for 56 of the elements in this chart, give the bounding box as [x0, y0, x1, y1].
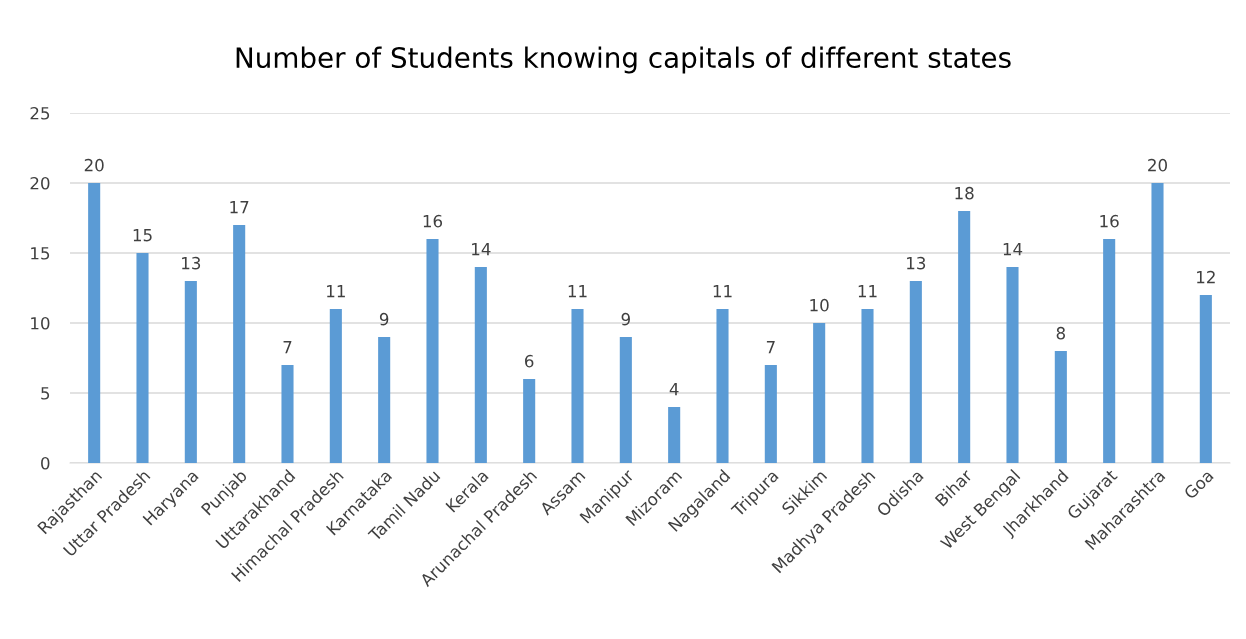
data-label: 18 — [955, 186, 974, 200]
data-label: 20 — [1148, 158, 1167, 172]
data-label: 7 — [283, 341, 292, 354]
bar — [909, 281, 922, 463]
data-label: 14 — [1003, 243, 1023, 256]
bar — [619, 337, 632, 463]
data-label: 17 — [230, 201, 249, 214]
bar — [571, 309, 584, 463]
bar — [1006, 267, 1019, 463]
data-label: 9 — [379, 312, 389, 326]
bar — [668, 407, 681, 463]
data-label: 11 — [713, 285, 732, 298]
data-label: 7 — [766, 341, 775, 354]
bar — [88, 183, 101, 463]
bar — [764, 365, 777, 463]
data-label: 8 — [1056, 326, 1065, 340]
data-label: 12 — [1197, 270, 1215, 284]
y-tick-label: 5 — [41, 387, 50, 400]
data-label: 13 — [182, 256, 201, 270]
y-tick-label: 15 — [31, 247, 50, 260]
bar — [233, 225, 246, 463]
bar — [523, 379, 536, 463]
y-tick-label: 0 — [41, 456, 50, 470]
bar — [426, 239, 439, 463]
bar — [1151, 183, 1164, 463]
x-tick-label: Goa — [1183, 469, 1214, 500]
data-label: 15 — [133, 229, 152, 242]
bar — [281, 365, 294, 463]
bar — [813, 323, 826, 463]
bar — [1054, 351, 1067, 463]
data-label: 9 — [621, 312, 630, 326]
data-label: 11 — [568, 285, 587, 298]
bar — [1103, 239, 1116, 463]
data-label: 16 — [423, 214, 443, 228]
y-tick-label: 20 — [30, 176, 50, 190]
chart-title: Number of Students knowing capitals of different states — [236, 46, 1011, 74]
data-label: 20 — [84, 158, 104, 172]
bar — [184, 281, 197, 463]
data-label: 13 — [907, 256, 926, 270]
y-tick-label: 10 — [31, 316, 50, 330]
data-label: 10 — [810, 298, 829, 312]
bar — [474, 267, 487, 463]
bar — [958, 211, 971, 463]
data-label: 14 — [472, 243, 491, 256]
y-tick-label: 25 — [30, 106, 50, 120]
bar — [1199, 295, 1212, 463]
bar — [136, 253, 149, 463]
data-label: 16 — [1100, 214, 1119, 228]
bar — [861, 309, 874, 463]
data-label: 11 — [327, 285, 345, 298]
data-label: 6 — [525, 354, 534, 368]
data-label: 4 — [669, 383, 679, 396]
bar — [378, 337, 391, 463]
data-label: 11 — [858, 285, 877, 298]
bar — [716, 309, 729, 463]
bar — [329, 309, 342, 463]
